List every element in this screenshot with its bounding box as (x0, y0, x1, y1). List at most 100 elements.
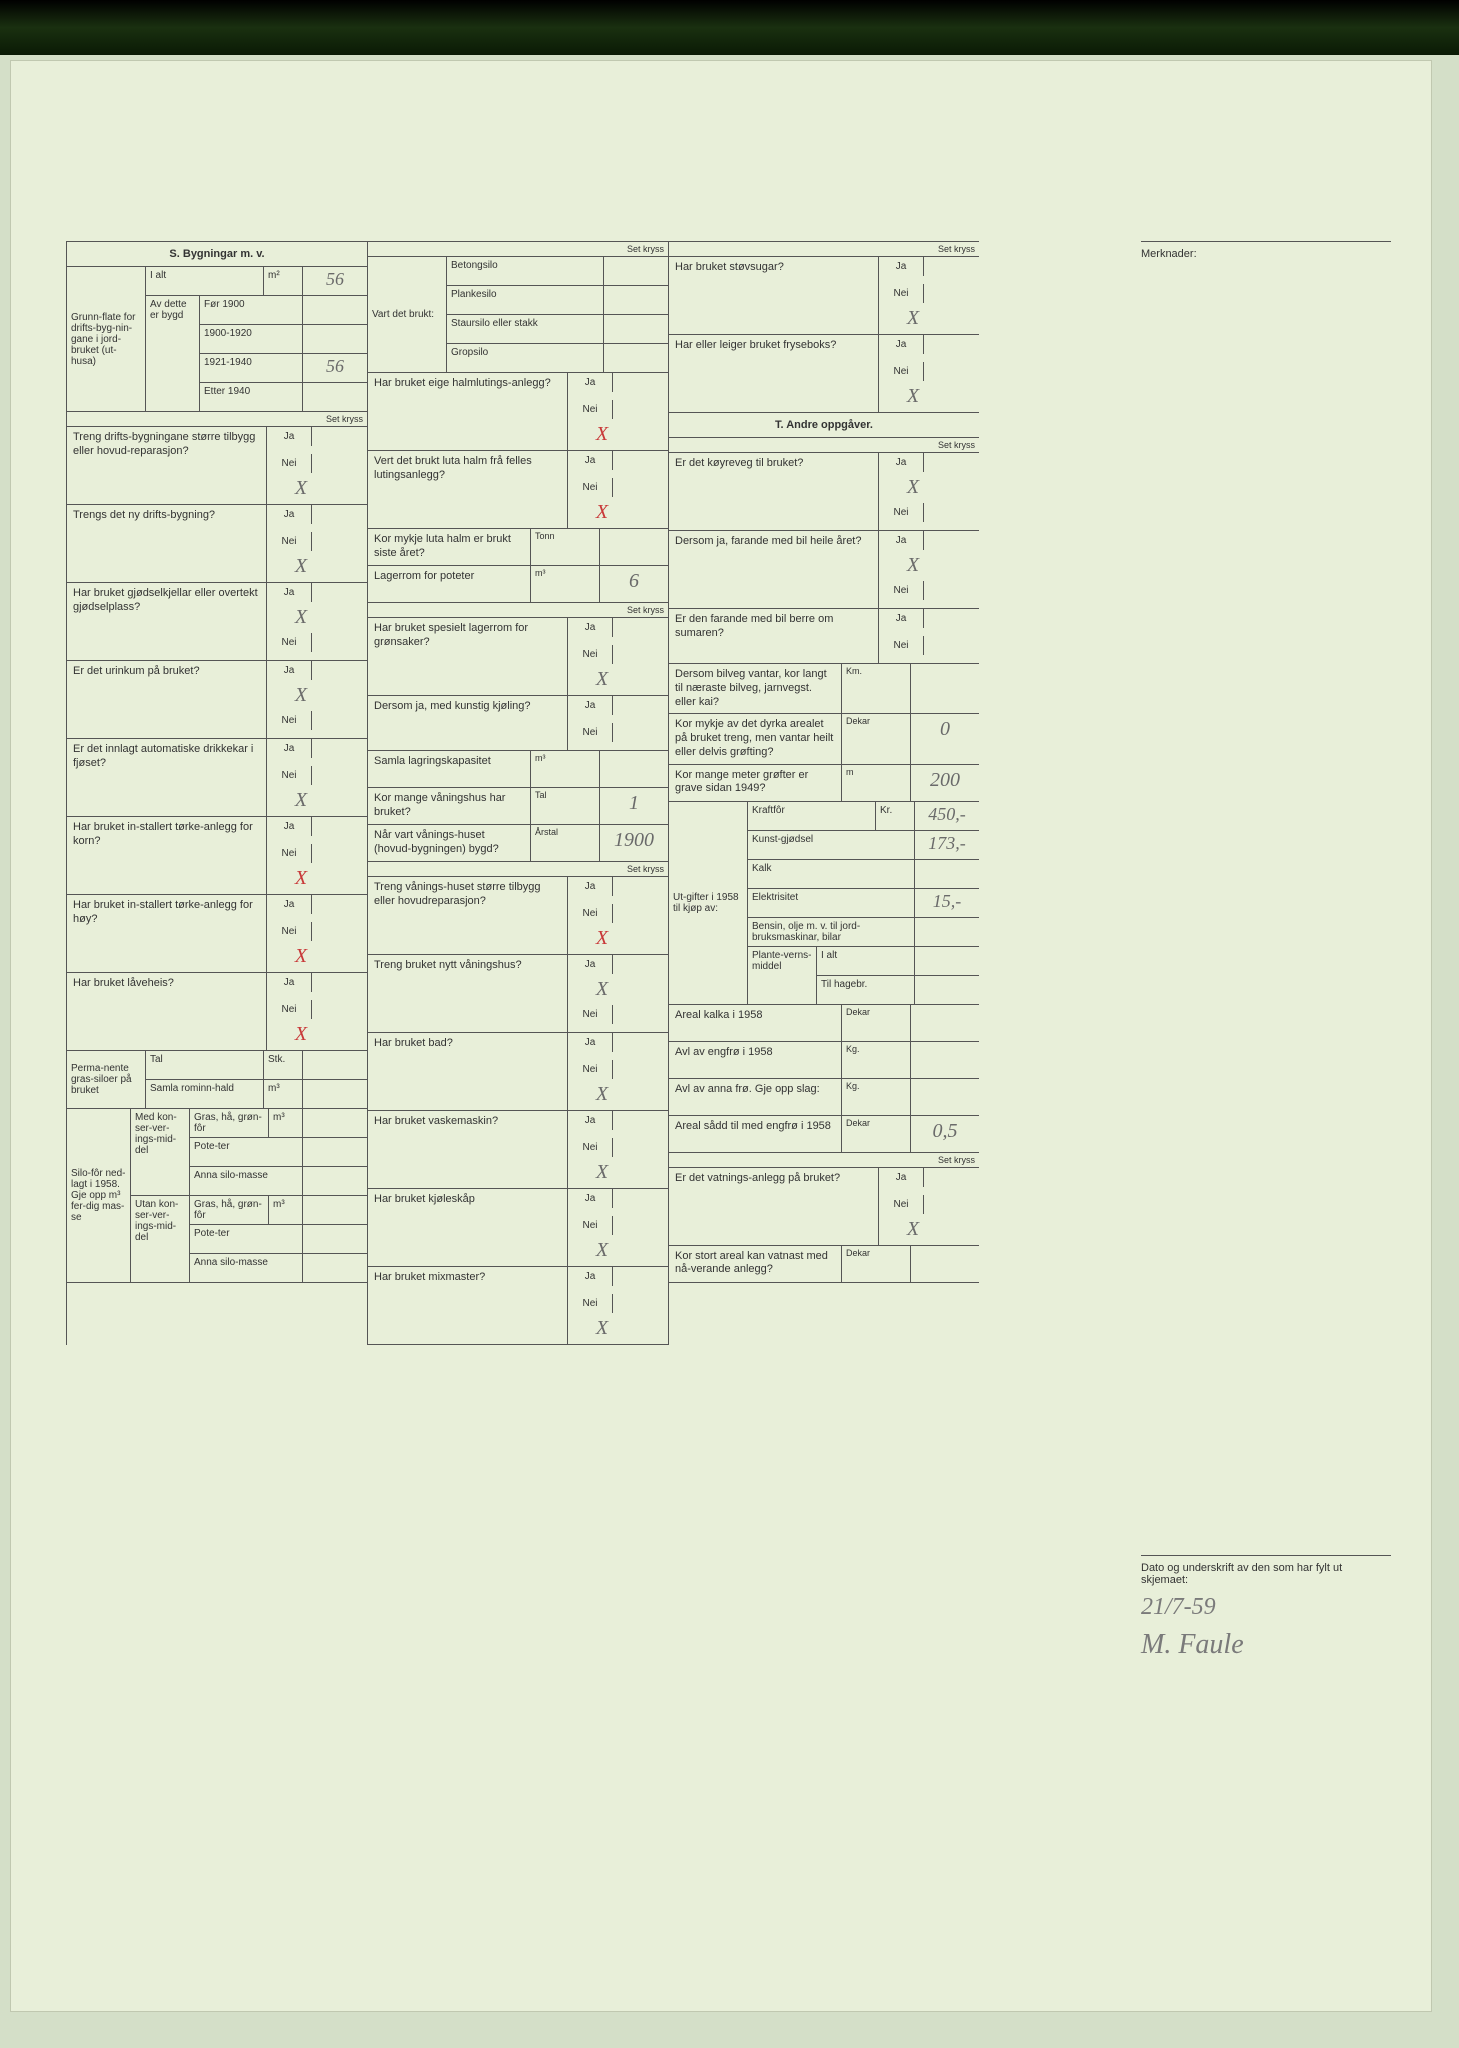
q-lutahalm: Vert det brukt luta halm frå felles luti… (368, 451, 568, 528)
q-samlalager: Samla lagringskapasitet (368, 751, 531, 787)
q-lagerpoteter: Lagerrom for poteter (368, 566, 531, 602)
q-bilheile-val: X (879, 550, 947, 581)
q-kormykje: Kor mykje luta halm er brukt siste året? (368, 529, 531, 565)
col-s: S. Bygningar m. v. Grunn-flate for drift… (66, 241, 367, 1345)
q-annafro: Avl av anna frø. Gje opp slag: (669, 1079, 842, 1115)
r1921-val: 56 (303, 354, 367, 382)
q-torkekorn-val: X (267, 863, 335, 894)
q-tilbygg-val: X (267, 473, 335, 504)
q-vatning: Er det vatnings-anlegg på bruket? (669, 1168, 879, 1245)
signature-date: 21/7-59 (1141, 1586, 1391, 1621)
q-grofter: Kor mange meter grøfter er grave sidan 1… (669, 765, 842, 801)
r1921: 1921-1940 (200, 354, 303, 382)
signature-label: Dato og underskrift av den som har fylt … (1141, 1562, 1391, 1586)
q-fryseboks: Har eller leiger bruket fryseboks? (669, 335, 879, 412)
q-laveheis-val: X (267, 1019, 335, 1050)
q-lagerpoteter-val: 6 (600, 566, 668, 602)
q-stovsugar: Har bruket støvsugar? (669, 257, 879, 334)
q-bad: Har bruket bad? (368, 1033, 568, 1110)
q-grofting: Kor mykje av det dyrka arealet på bruket… (669, 714, 842, 763)
q-nybygning: Trengs det ny drifts-bygning? (67, 505, 267, 582)
perm-tal: Tal (146, 1051, 264, 1079)
etter1940: Etter 1940 (200, 383, 303, 411)
col-3: Set kryss Har bruket støvsugar?JaNeiX Ha… (668, 241, 979, 1345)
for1900: Før 1900 (200, 296, 303, 324)
q-koyreveg: Er det køyreveg til bruket? (669, 453, 879, 530)
kunstgj-val: 173,- (915, 831, 979, 859)
q-mixmaster-val: X (568, 1313, 636, 1344)
ialt-unit: m² (264, 267, 303, 295)
q-torkehoy-val: X (267, 941, 335, 972)
q-bilveg: Dersom bilveg vantar, kor langt til næra… (669, 664, 842, 713)
ialt-val: 56 (303, 267, 367, 295)
q-nyttvaningshus-val: X (568, 974, 636, 1005)
av-label: Av dette er bygd (146, 296, 200, 411)
q-arealengfro: Areal sådd til med engfrø i 1958 (669, 1116, 842, 1152)
q-tilbygg: Treng drifts-bygningane større tilbygg e… (67, 427, 267, 504)
header-s: S. Bygningar m. v. (67, 242, 367, 267)
scanned-page: Merknader: S. Bygningar m. v. Grunn-flat… (10, 60, 1432, 2012)
q-gjodsel-val: X (267, 602, 335, 633)
q-vaningshus-tilbygg-val: X (568, 923, 636, 954)
col-2: Set kryss Vart det brukt: Betongsilo Pla… (367, 241, 668, 1345)
q-vaningshus-aar: Når vart vånings-huset (hovud-bygningen)… (368, 825, 531, 861)
q-vaskemaskin: Har bruket vaskemaskin? (368, 1111, 568, 1188)
scanner-top-strip (0, 0, 1459, 55)
q-arealkalka: Areal kalka i 1958 (669, 1005, 842, 1041)
q-vaningshus: Kor mange våningshus har bruket? (368, 788, 531, 824)
q-lagergron: Har bruket spesielt lagerrom for grønsak… (368, 618, 568, 695)
q-drikkekar: Er det innlagt automatiske drikkekar i f… (67, 739, 267, 816)
q-kjoleskap-val: X (568, 1235, 636, 1266)
q-bad-val: X (568, 1079, 636, 1110)
q-vaningshus-tilbygg: Treng vånings-huset større tilbygg eller… (368, 877, 568, 954)
q-grofter-val: 200 (911, 765, 979, 801)
q-kjoleskap: Har bruket kjøleskåp (368, 1189, 568, 1266)
q-koyreveg-val: X (879, 472, 947, 503)
q-vaskemaskin-val: X (568, 1157, 636, 1188)
q-nybygning-val: X (267, 551, 335, 582)
silofor-med: Med kon-ser-ver-ings-mid-del (131, 1109, 190, 1195)
q-halmlut-val: X (568, 419, 636, 450)
q-mixmaster: Har bruket mixmaster? (368, 1267, 568, 1344)
q-urinkum: Er det urinkum på bruket? (67, 661, 267, 738)
silofor-utan: Utan kon-ser-ver-ings-mid-del (131, 1196, 190, 1282)
q-lutahalm-val: X (568, 497, 636, 528)
q-laveheis: Har bruket låveheis? (67, 973, 267, 1050)
utgifter-label: Ut-gifter i 1958 til kjøp av: (669, 802, 748, 1004)
setkryss: Set kryss (67, 412, 367, 427)
perm-silo-label: Perma-nente gras-siloer på bruket (67, 1051, 146, 1108)
q-torkehoy: Har bruket in-stallert tørke-anlegg for … (67, 895, 267, 972)
q-fryseboks-val: X (879, 381, 947, 412)
q-engfro: Avl av engfrø i 1958 (669, 1042, 842, 1078)
q-bilheile: Dersom ja, farande med bil heile året? (669, 531, 879, 608)
q-halmlut: Har bruket eige halmlutings-anlegg? (368, 373, 568, 450)
q-vaningshus-aar-val: 1900 (600, 825, 668, 861)
form-grid: S. Bygningar m. v. Grunn-flate for drift… (66, 241, 1346, 1345)
signature-block: Dato og underskrift av den som har fylt … (1141, 1555, 1391, 1661)
q-arealengfro-val: 0,5 (911, 1116, 979, 1152)
grunnflate-label: Grunn-flate for drifts-byg-nin-gane i jo… (67, 267, 146, 411)
signature-name: M. Faule (1141, 1621, 1391, 1661)
silofor-label: Silo-fôr ned-lagt i 1958. Gje opp m³ fer… (67, 1109, 131, 1282)
r1900: 1900-1920 (200, 325, 303, 353)
elektr-val: 15,- (915, 889, 979, 917)
q-bilsumar: Er den farande med bil berre om sumaren? (669, 609, 879, 663)
q-vatnast: Kor stort areal kan vatnast med nå-veran… (669, 1246, 842, 1282)
q-lagergron-val: X (568, 664, 636, 695)
q-drikkekar-val: X (267, 785, 335, 816)
q-vatning-val: X (879, 1214, 947, 1245)
q-torkekorn: Har bruket in-stallert tørke-anlegg for … (67, 817, 267, 894)
q-vaningshus-val: 1 (600, 788, 668, 824)
kraftfor-val: 450,- (915, 802, 979, 830)
q-stovsugar-val: X (879, 303, 947, 334)
q-kjoling: Dersom ja, med kunstig kjøling? (368, 696, 568, 750)
q-nyttvaningshus: Treng bruket nytt våningshus? (368, 955, 568, 1032)
q-urinkum-val: X (267, 680, 335, 711)
header-t: T. Andre oppgåver. (669, 413, 979, 438)
setkryss2: Set kryss (368, 242, 668, 257)
vartbrukt-label: Vart det brukt: (368, 257, 447, 372)
q-gjodsel: Har bruket gjødselkjellar eller overtekt… (67, 583, 267, 660)
perm-rom: Samla rominn-hald (146, 1080, 264, 1108)
q-grofting-val: 0 (911, 714, 979, 763)
ialt-label: I alt (146, 267, 264, 295)
